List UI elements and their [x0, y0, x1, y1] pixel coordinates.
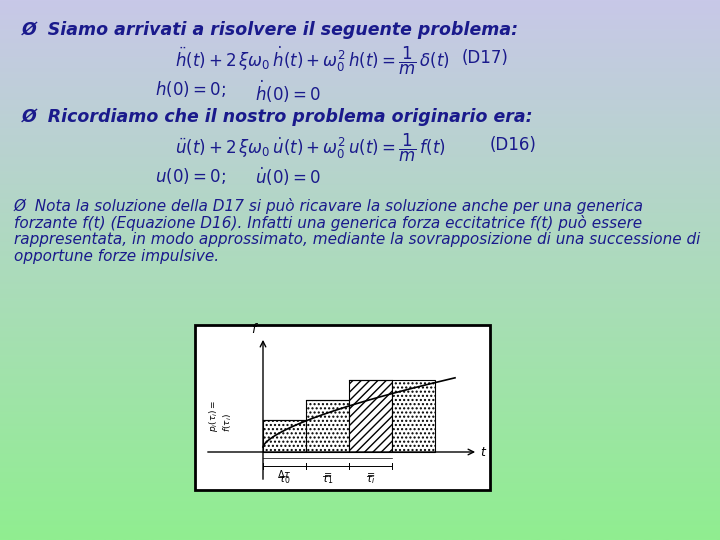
- Text: Ø  Siamo arrivati a risolvere il seguente problema:: Ø Siamo arrivati a risolvere il seguente…: [22, 21, 519, 39]
- Text: $u(0) = 0;$: $u(0) = 0;$: [155, 166, 226, 186]
- Bar: [306, 400, 349, 452]
- Bar: [195, 325, 490, 490]
- Text: $p_i(\tau_i) =$
$f(\tau_i)$: $p_i(\tau_i) =$ $f(\tau_i)$: [207, 400, 234, 432]
- Text: forzante f(t) (Equazione D16). Infatti una generica forza eccitatrice f(t) può e: forzante f(t) (Equazione D16). Infatti u…: [14, 215, 642, 231]
- Text: rappresentata, in modo approssimato, mediante la sovrapposizione di una successi: rappresentata, in modo approssimato, med…: [14, 232, 701, 247]
- Bar: [263, 420, 306, 452]
- Text: $\tau_1$: $\tau_1$: [321, 474, 334, 486]
- Text: (D16): (D16): [490, 136, 537, 154]
- Text: $\Delta\tau$: $\Delta\tau$: [277, 468, 292, 480]
- Text: $h(0) = 0;$: $h(0) = 0;$: [155, 79, 226, 99]
- Text: $\dot{h}(0) = 0$: $\dot{h}(0) = 0$: [255, 79, 321, 105]
- Text: $\tau_i$: $\tau_i$: [365, 474, 376, 486]
- Text: $=$: $=$: [365, 468, 376, 478]
- Text: opportune forze impulsive.: opportune forze impulsive.: [14, 249, 219, 264]
- Bar: [392, 380, 435, 452]
- Text: $\ddot{u}(t) + 2\,\xi\omega_0\,\dot{u}(t) + \omega_0^2\,u(t) = \dfrac{1}{m}\,f(t: $\ddot{u}(t) + 2\,\xi\omega_0\,\dot{u}(t…: [175, 132, 446, 164]
- Bar: [349, 380, 392, 452]
- Text: $=$: $=$: [322, 468, 333, 478]
- Text: $\tau_0$: $\tau_0$: [278, 474, 291, 486]
- Text: $f$: $f$: [251, 322, 259, 336]
- Text: $\ddot{h}(t) + 2\,\xi\omega_0\,\dot{h}(t) + \omega_0^2\,h(t) = \dfrac{1}{m}\,\de: $\ddot{h}(t) + 2\,\xi\omega_0\,\dot{h}(t…: [175, 45, 450, 77]
- Text: Ø  Ricordiamo che il nostro problema originario era:: Ø Ricordiamo che il nostro problema orig…: [22, 108, 534, 126]
- Text: (D17): (D17): [462, 49, 509, 67]
- Text: Ø  Nota la soluzione della D17 si può ricavare la soluzione anche per una generi: Ø Nota la soluzione della D17 si può ric…: [14, 198, 644, 214]
- Text: $t$: $t$: [480, 446, 487, 458]
- Text: $\dot{u}(0) = 0$: $\dot{u}(0) = 0$: [255, 166, 321, 188]
